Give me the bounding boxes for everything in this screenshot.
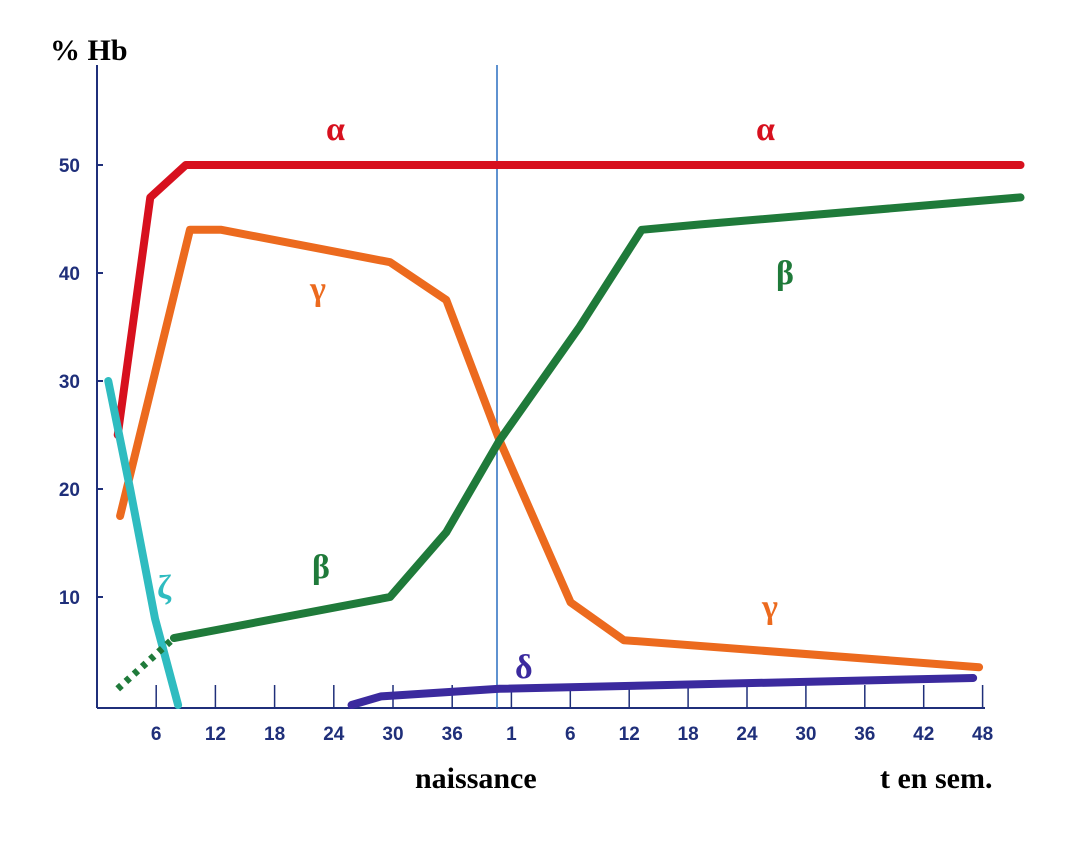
- x-tick-label: 36: [854, 724, 875, 745]
- label-alpha-2: α: [756, 111, 775, 148]
- y-tick-label: 40: [59, 264, 80, 285]
- x-tick-label: 12: [619, 724, 640, 745]
- label-gamma-1: γ: [309, 271, 326, 308]
- x-tick-label: 18: [264, 724, 285, 745]
- label-alpha-1: α: [326, 111, 345, 148]
- x-axis-label: t en sem.: [880, 762, 992, 795]
- x-tick-label: 12: [205, 724, 226, 745]
- label-beta-2: β: [312, 549, 330, 586]
- x-tick-label: 24: [323, 724, 345, 745]
- y-tick-label: 10: [59, 588, 80, 609]
- series-zeta-line: [104, 377, 183, 709]
- x-tick-label: 30: [795, 724, 816, 745]
- x-tick-label: 6: [565, 724, 576, 745]
- series-beta-dotted: [115, 635, 177, 692]
- x-tick-label: 18: [678, 724, 699, 745]
- x-tick-label: 30: [382, 724, 403, 745]
- x-tick-label: 36: [442, 724, 463, 745]
- label-zeta: ζ: [157, 569, 172, 606]
- series-alpha-line: [113, 161, 1025, 439]
- x-tick-label: 24: [736, 724, 758, 745]
- label-gamma-2: γ: [761, 589, 778, 626]
- y-tick-label: 30: [59, 372, 80, 393]
- y-axis-label: % Hb: [50, 34, 128, 67]
- x-tick-label: 1: [506, 724, 517, 745]
- label-beta-1: β: [776, 255, 794, 292]
- series-gamma-line: [116, 225, 984, 672]
- series-beta-line: [169, 193, 1025, 643]
- x-tick-label: 6: [151, 724, 162, 745]
- x-tick-label: 42: [913, 724, 934, 745]
- label-delta: δ: [515, 649, 533, 686]
- x-tick-label: 48: [972, 724, 993, 745]
- series-delta-line: [347, 674, 978, 709]
- birth-label: naissance: [415, 762, 537, 795]
- y-tick-label: 50: [59, 156, 80, 177]
- y-tick-label: 20: [59, 480, 80, 501]
